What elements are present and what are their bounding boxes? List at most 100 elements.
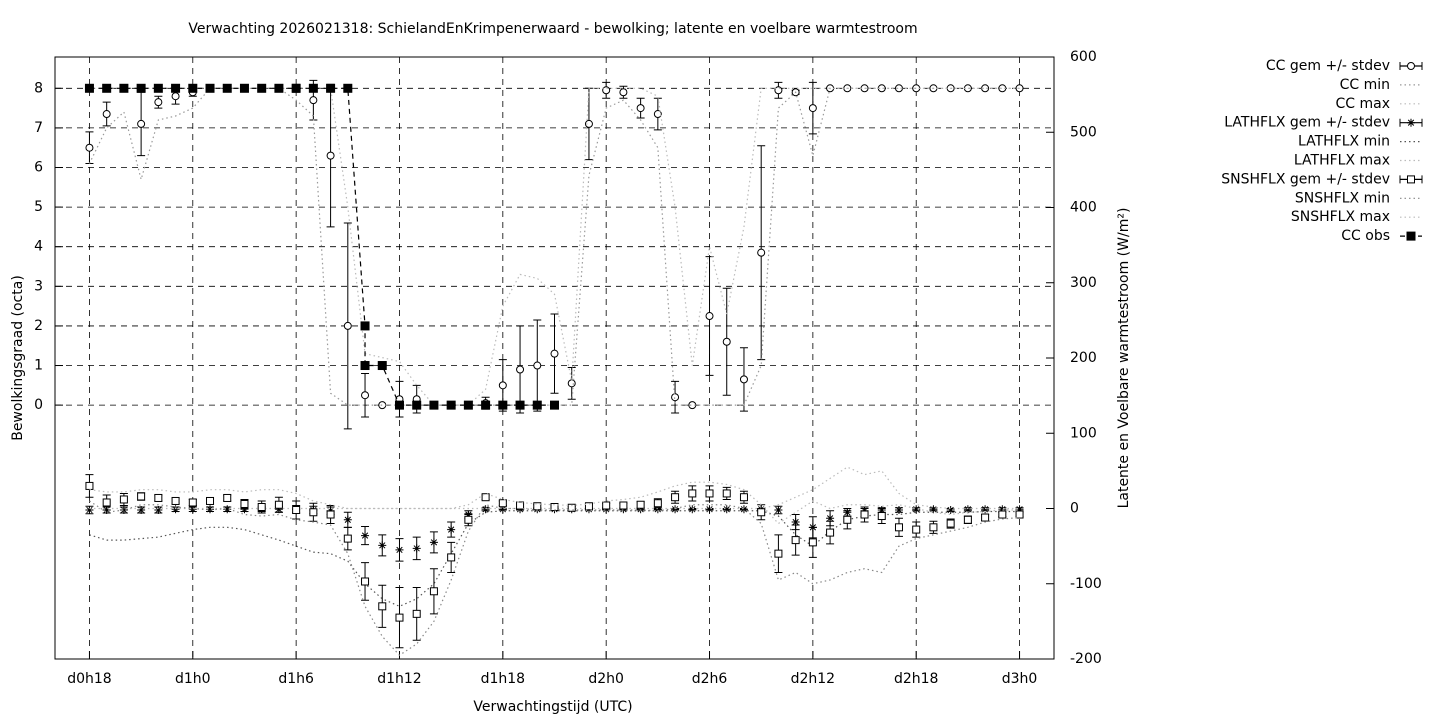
marker [343,83,353,93]
x-tick-label: d2h0 [588,671,624,687]
marker [102,83,112,93]
marker [550,349,559,358]
marker [946,506,955,515]
marker [619,501,628,510]
marker [653,505,662,514]
marker [877,512,886,521]
marker [274,500,283,509]
marker [688,489,697,498]
marker [998,510,1007,519]
marker [739,375,748,384]
marker [774,549,783,558]
marker [377,361,387,371]
marker [257,83,267,93]
marker [946,519,955,528]
marker [894,523,903,532]
marker [516,501,525,510]
y-tick-label: 5 [34,199,43,215]
legend-swatch [1399,175,1423,184]
x-tick-label: d1h18 [481,671,525,687]
marker [360,361,370,371]
x-axis-label: Verwachtingstijd (UTC) [473,699,632,715]
legend-label: CC max [1335,96,1390,112]
marker [395,545,404,554]
marker [671,493,680,502]
marker [722,505,731,514]
y-tick-label: 6 [34,159,43,175]
marker [394,400,404,410]
marker [567,379,576,388]
marker [361,391,370,400]
legend-marker [1407,118,1415,127]
y2-tick-label: 200 [1070,350,1097,366]
marker [205,83,215,93]
legend-label: LATHFLX max [1294,153,1390,169]
legend-swatch [1399,62,1423,70]
marker [498,499,507,508]
legend-swatch [1399,118,1423,127]
marker [981,505,990,514]
marker [85,506,94,515]
marker [188,498,197,507]
marker [774,506,783,515]
y-tick-label: 0 [34,397,43,413]
marker [102,498,111,507]
legend-label: SNSHFLX gem +/- stdev [1221,171,1390,187]
marker [533,361,542,370]
y-tick-label: 7 [34,120,43,136]
marker [532,400,542,410]
legend-label: LATHFLX gem +/- stdev [1224,115,1390,131]
marker [826,514,835,523]
marker [481,505,490,514]
marker [119,83,129,93]
marker [412,400,422,410]
marker [498,381,507,390]
marker [412,609,421,618]
marker [378,602,387,611]
legend-label: SNSHFLX max [1291,209,1390,225]
x-tick-label: d3h0 [1002,671,1038,687]
y2-tick-label: 0 [1070,501,1079,517]
y-tick-label: 1 [34,358,43,374]
marker [653,110,662,119]
marker [378,401,387,410]
marker [739,493,748,502]
legend-marker [1406,231,1416,241]
marker [343,515,352,524]
series-line [89,87,1020,406]
y2-tick-label: 100 [1070,425,1097,441]
y2-tick-label: -100 [1070,576,1102,592]
series-line [89,500,1020,657]
marker [722,337,731,346]
marker [774,86,783,95]
marker [705,312,714,321]
marker [308,83,318,93]
marker [619,88,628,97]
marker [688,505,697,514]
marker [998,505,1007,514]
marker [429,538,438,547]
marker [309,96,318,105]
marker [602,501,611,510]
marker [584,119,593,128]
x-tick-label: d1h0 [175,671,211,687]
marker [361,577,370,586]
marker [137,492,146,501]
legend-label: CC gem +/- stdev [1266,58,1390,74]
marker [447,553,456,562]
series-line [89,481,1020,525]
marker [222,83,232,93]
marker [981,513,990,522]
marker [929,523,938,532]
marker [791,518,800,527]
marker [137,506,146,515]
marker [912,525,921,534]
marker [84,83,94,93]
x-tick-label: d2h6 [692,671,728,687]
marker [412,544,421,553]
marker [206,496,215,505]
marker [188,83,198,93]
marker [671,505,680,514]
marker [636,505,645,514]
marker [240,505,249,514]
